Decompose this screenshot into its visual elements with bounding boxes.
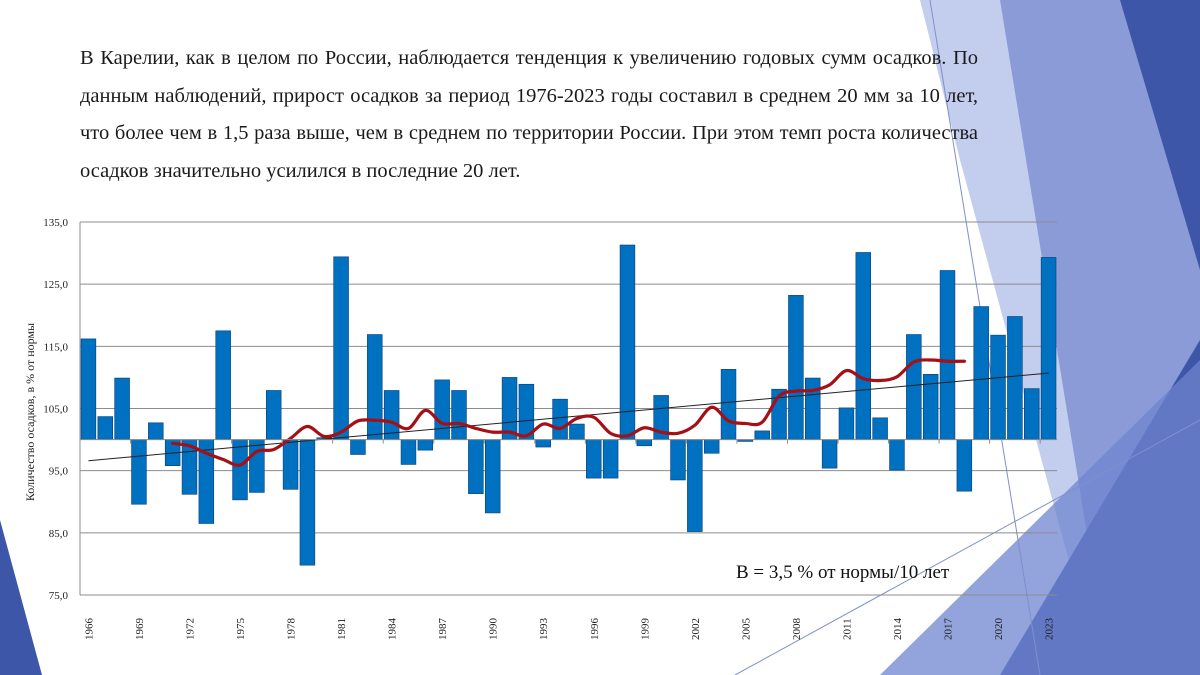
x-tick-1981: 1981 [336,618,348,640]
x-tick-1999: 1999 [639,618,651,641]
bar-1969 [131,439,147,505]
slope-annotation: B = 3,5 % от нормы/10 лет [736,562,950,583]
bar-1967 [97,416,113,440]
y-tick-1: 125,0 [43,279,68,291]
bar-2012 [855,252,872,440]
x-tick-2020: 2020 [993,618,1005,641]
bar-2009 [805,377,821,440]
chart-smoothed [171,358,966,467]
bar-2010 [821,439,838,469]
bar-2018 [956,439,973,492]
bar-2006 [754,430,770,440]
bar-2001 [670,439,686,481]
right-decor-lower-wedge [880,360,1200,675]
bar-1994 [552,398,568,440]
chart-grid [80,221,1057,596]
x-tick-labels: 1966 1969 1972 1975 1978 1981 1984 1987 1990 1993… [83,618,1055,641]
left-decor-triangle [0,520,42,675]
bar-2019 [973,306,989,440]
x-tick-2023: 2023 [1044,618,1056,641]
y-axis-label: Количество осадков, в % от нормы [23,323,37,501]
bar-2011 [838,407,855,440]
bar-1988 [451,390,467,440]
bar-2008 [788,295,804,440]
bar-1975 [232,439,248,501]
x-tick-1978: 1978 [286,618,298,641]
x-tick-2002: 2002 [690,618,702,640]
bar-1987 [434,379,450,440]
bar-1983 [367,334,383,440]
intro-paragraph: В Карелии, как в целом по России, наблюд… [80,47,978,182]
decor-line-2 [734,419,1200,675]
chart-bars [80,244,1057,566]
bar-2023 [1040,257,1057,440]
chart-trend [88,372,1049,462]
bar-2002 [687,439,703,532]
bar-1982 [350,439,366,455]
bar-1997 [602,439,619,479]
bar-1989 [468,439,484,494]
y-tick-4: 95,0 [49,466,69,478]
bar-2003 [703,439,720,454]
bar-2013 [872,417,888,440]
bar-2020 [990,334,1006,440]
y-tick-3: 105,0 [43,404,68,416]
y-tick-labels: 135,0 125,0 115,0 105,0 95,0 85,0 75,0 [43,217,68,602]
x-tick-2008: 2008 [791,618,803,641]
bar-1998 [619,244,636,440]
bar-1990 [484,439,501,514]
bar-1986 [417,439,434,451]
x-tick-1990: 1990 [488,618,500,641]
bar-1999 [636,439,653,447]
bar-1966 [80,338,97,440]
y-tick-2: 115,0 [44,341,69,353]
bar-2014 [889,439,905,471]
bar-1981 [333,256,349,440]
bar-2004 [720,369,737,440]
bar-1978 [282,439,299,490]
x-tick-2011: 2011 [841,618,853,640]
bar-2017 [939,270,956,440]
y-tick-5: 85,0 [49,528,69,540]
smoothed-line [171,358,966,467]
bar-1974 [215,330,231,440]
bar-2015 [906,334,922,440]
bar-1995 [569,423,585,440]
x-tick-1984: 1984 [387,618,399,641]
bar-1968 [114,377,130,440]
x-tick-2005: 2005 [740,618,752,641]
bar-1979 [299,439,316,566]
y-tick-0: 135,0 [43,217,68,229]
bar-2022 [1024,388,1040,440]
x-tick-2017: 2017 [943,618,955,641]
bar-1996 [586,439,602,479]
x-tick-1972: 1972 [184,618,196,640]
x-tick-1969: 1969 [134,618,146,641]
y-tick-6: 75,0 [49,590,69,602]
bar-1976 [249,439,265,493]
linear-trend-line [88,372,1049,462]
right-decor-triangle-dark [1120,0,1200,270]
chart-axes [79,222,1057,595]
x-tick-1966: 1966 [83,618,95,641]
bar-1985 [400,439,417,465]
bar-1970 [148,422,164,440]
x-tick-2014: 2014 [892,618,904,641]
bar-1991 [501,377,518,440]
x-tick-1996: 1996 [589,618,601,641]
bar-2021 [1007,316,1023,440]
bar-1977 [265,390,282,440]
x-tick-1987: 1987 [437,618,449,641]
x-tick-1975: 1975 [235,618,247,641]
x-tick-1993: 1993 [538,618,550,641]
bar-1993 [535,439,551,448]
